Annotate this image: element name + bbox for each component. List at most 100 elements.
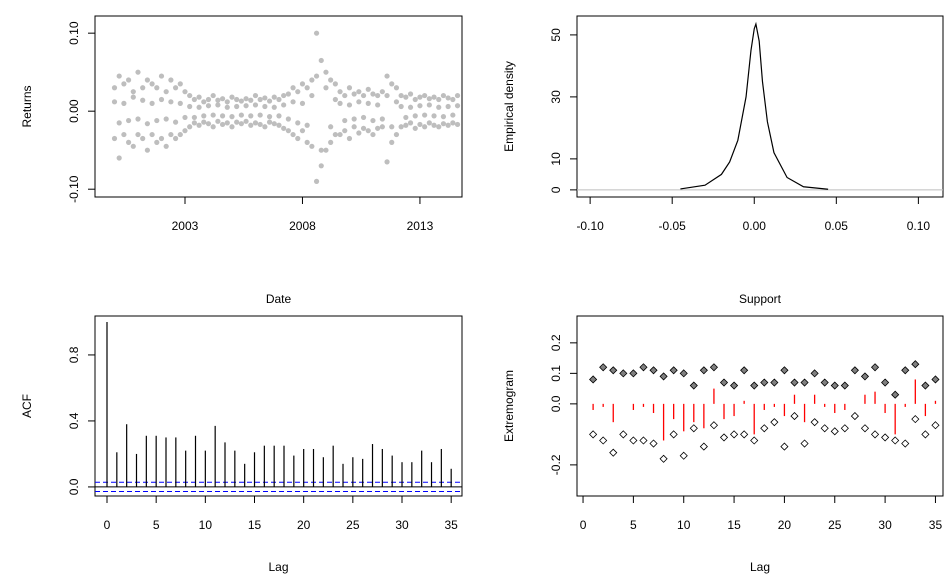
point [276, 96, 282, 103]
point [346, 102, 353, 108]
point [266, 114, 273, 120]
point [337, 131, 343, 138]
point [342, 117, 348, 124]
point [379, 89, 385, 95]
point [346, 85, 353, 91]
point [403, 114, 409, 121]
x-tick-label: 10 [199, 518, 213, 532]
diamond-point [780, 366, 789, 375]
point [351, 124, 357, 130]
point [215, 97, 221, 103]
point [248, 122, 254, 128]
diamond-point [881, 378, 890, 387]
point [332, 131, 338, 138]
diamond-point [589, 375, 598, 384]
point [403, 122, 409, 128]
x-tick-label: 2013 [407, 219, 434, 233]
diamond-point [740, 366, 749, 375]
diamond-point [870, 430, 880, 439]
point [365, 128, 371, 134]
diamond-point [901, 439, 910, 448]
point [417, 103, 423, 109]
point [125, 117, 132, 124]
point [290, 85, 296, 91]
point [370, 117, 376, 124]
point [332, 96, 338, 103]
diamond-point [911, 415, 920, 424]
x-tick-label: 15 [248, 518, 262, 532]
y-axis-label: Extremogram [502, 370, 516, 442]
point [407, 91, 414, 97]
point [445, 122, 451, 128]
point [356, 89, 362, 95]
x-tick-label: 25 [346, 518, 360, 532]
point [172, 85, 179, 91]
point [426, 120, 432, 126]
point [191, 114, 197, 121]
point [365, 100, 371, 106]
point [215, 118, 221, 124]
point [266, 98, 273, 104]
point [219, 121, 226, 128]
point [248, 113, 254, 119]
point [281, 125, 287, 131]
point [140, 135, 146, 142]
point [290, 99, 296, 105]
point [252, 92, 259, 99]
point [313, 73, 320, 79]
point [332, 81, 338, 87]
point [346, 135, 353, 142]
point [252, 120, 259, 126]
diamond-point [840, 381, 849, 390]
x-axis-label: Lag [750, 560, 770, 574]
point [182, 128, 188, 134]
point [238, 112, 244, 118]
point [154, 139, 160, 145]
diamond-point [689, 381, 698, 390]
point [243, 103, 249, 109]
diamond-point [679, 451, 688, 460]
point [135, 69, 141, 75]
diamond-point [770, 378, 779, 387]
point [337, 89, 343, 95]
diamond-point [730, 430, 739, 439]
point [370, 91, 376, 97]
point [111, 85, 118, 91]
point [285, 116, 291, 122]
point [422, 124, 428, 130]
diamond-point [649, 439, 658, 448]
point [271, 121, 277, 127]
diamond-point [921, 430, 930, 439]
diamond-point [921, 381, 930, 390]
diamond-point [810, 418, 819, 427]
x-tick-label: 35 [445, 518, 459, 532]
y-axis-label: Returns [20, 85, 34, 127]
point [309, 77, 315, 83]
x-tick-label: 30 [878, 518, 892, 532]
point [323, 85, 329, 91]
diamond-point [589, 430, 598, 439]
point [271, 94, 277, 100]
diamond-point [820, 378, 829, 387]
point [398, 92, 404, 99]
x-tick-label: 35 [929, 518, 943, 532]
point [182, 89, 188, 95]
diamond-point [609, 448, 618, 457]
point [365, 86, 371, 92]
point [295, 120, 301, 126]
point [389, 124, 395, 130]
y-tick-label: 30 [549, 90, 563, 104]
point [398, 124, 404, 130]
point [191, 96, 197, 103]
x-tick-label: 2008 [289, 219, 316, 233]
point [262, 103, 268, 110]
point [144, 147, 150, 153]
diamond-point [860, 424, 870, 433]
diamond-point [830, 381, 839, 390]
x-tick-label: 0.10 [907, 219, 931, 233]
point [205, 121, 212, 127]
point [177, 131, 183, 138]
point [393, 99, 400, 105]
point [299, 100, 306, 106]
y-tick-label: 10 [549, 152, 563, 166]
